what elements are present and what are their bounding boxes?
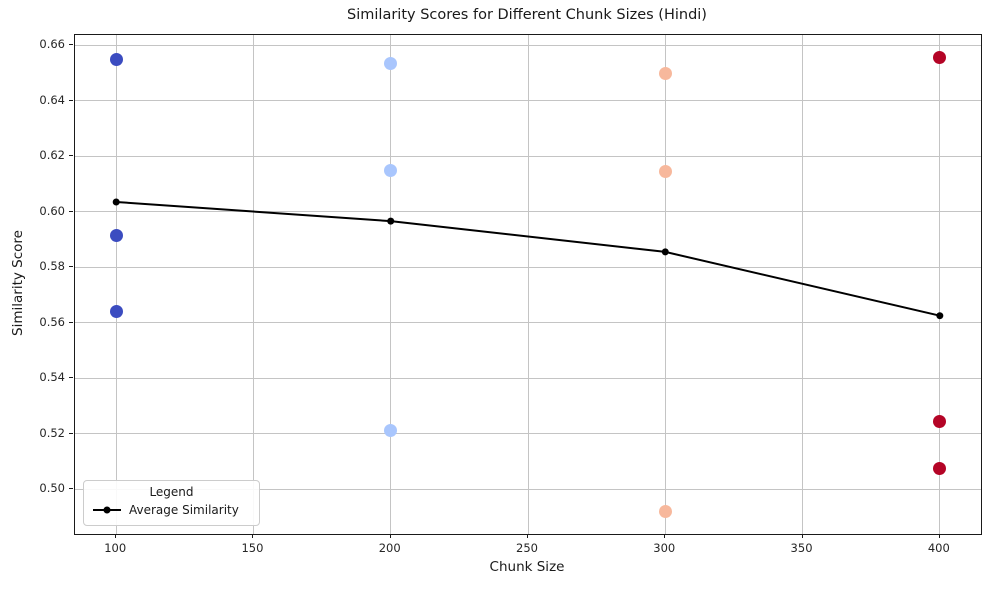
y-tick-label: 0.50 xyxy=(39,481,65,496)
x-tick-mark xyxy=(527,534,528,538)
average-line-marker xyxy=(387,217,395,225)
x-tick-label: 350 xyxy=(790,541,813,555)
scatter-point-chunk-size-300 xyxy=(658,66,672,80)
scatter-point-chunk-size-400 xyxy=(933,461,947,475)
gridline-vertical xyxy=(390,35,392,534)
x-tick-mark xyxy=(664,534,666,538)
scatter-point-chunk-size-200 xyxy=(384,423,398,437)
y-tick-label: 0.60 xyxy=(39,203,65,218)
x-tick-mark xyxy=(115,534,117,538)
y-tick-label: 0.62 xyxy=(39,148,65,163)
y-tick-mark xyxy=(69,377,73,379)
y-tick-mark xyxy=(69,266,73,268)
scatter-point-chunk-size-300 xyxy=(658,164,672,178)
x-tick-label: 200 xyxy=(378,541,401,555)
x-tick-mark xyxy=(389,534,391,538)
gridline-vertical xyxy=(664,35,666,534)
scatter-point-chunk-size-200 xyxy=(384,56,398,70)
y-axis-label: Similarity Score xyxy=(10,230,26,336)
x-tick-label: 250 xyxy=(516,541,538,555)
y-tick-label: 0.66 xyxy=(39,37,65,52)
legend-title: Legend xyxy=(149,485,194,499)
y-tick-mark xyxy=(69,432,73,434)
x-axis-label: Chunk Size xyxy=(489,559,565,575)
y-tick-label: 0.58 xyxy=(39,259,65,274)
y-tick-label: 0.64 xyxy=(39,92,65,107)
y-tick-mark xyxy=(69,210,73,212)
x-tick-label: 300 xyxy=(653,541,676,555)
average-similarity-line xyxy=(112,198,944,320)
y-tick-label: 0.56 xyxy=(39,314,65,329)
legend-entry: Average Similarity xyxy=(84,503,259,517)
y-tick-mark xyxy=(69,488,73,490)
scatter-point-chunk-size-100 xyxy=(109,228,123,242)
y-tick-mark xyxy=(69,99,73,101)
gridline-vertical xyxy=(527,35,529,534)
average-line-marker xyxy=(112,198,120,206)
scatter-point-chunk-size-100 xyxy=(109,305,123,319)
scatter-point-chunk-size-200 xyxy=(384,163,398,177)
x-tick-label: 100 xyxy=(104,541,127,555)
y-tick-mark xyxy=(69,155,73,157)
x-tick-mark xyxy=(252,534,254,538)
y-tick-mark xyxy=(69,321,73,323)
x-tick-mark xyxy=(938,534,940,538)
y-tick-mark xyxy=(69,44,73,46)
scatter-point-chunk-size-100 xyxy=(109,52,123,66)
legend-entry-label: Average Similarity xyxy=(129,503,239,517)
y-tick-label: 0.52 xyxy=(39,425,65,440)
y-tick-label: 0.54 xyxy=(39,370,65,385)
x-tick-label: 400 xyxy=(927,541,950,555)
average-line-marker xyxy=(661,248,669,256)
gridline-vertical xyxy=(252,35,254,534)
x-tick-mark xyxy=(801,534,803,538)
average-line-marker xyxy=(936,312,944,320)
legend-line-sample-icon xyxy=(93,506,121,514)
scatter-point-chunk-size-400 xyxy=(933,51,947,65)
plot-area xyxy=(74,34,982,535)
legend: Legend Average Similarity xyxy=(83,480,260,526)
x-tick-label: 150 xyxy=(241,541,264,555)
gridline-vertical xyxy=(115,35,117,534)
scatter-point-chunk-size-300 xyxy=(658,504,672,518)
chart-title: Similarity Scores for Different Chunk Si… xyxy=(347,7,707,23)
gridline-vertical xyxy=(939,35,941,534)
scatter-point-chunk-size-400 xyxy=(933,414,947,428)
